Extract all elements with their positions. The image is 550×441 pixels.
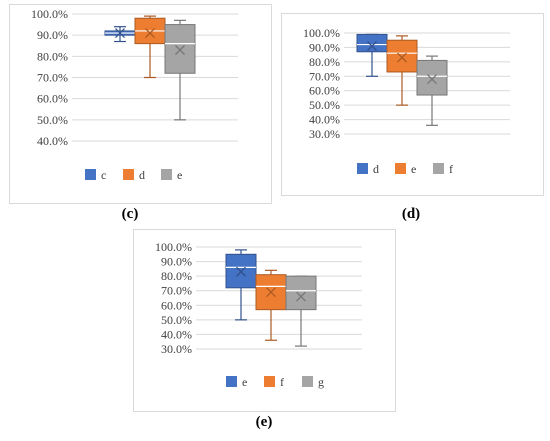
legend-swatch-e bbox=[226, 376, 237, 387]
y-tick-label: 30.0% bbox=[309, 127, 340, 141]
y-tick-label: 100.0% bbox=[155, 240, 192, 254]
legend-label-e: e bbox=[242, 375, 247, 389]
caption-e: (e) bbox=[255, 414, 273, 430]
chart-panel-d: 100.0% 90.0% 80.0% 70.0% 60.0% 50.0% 40.0% 30.0… bbox=[281, 13, 544, 196]
box-e-iqr bbox=[386, 39, 418, 73]
y-tick-label: 40.0% bbox=[161, 327, 192, 341]
chart-panel-e: 100.0% 90.0% 80.0% 70.0% 60.0% 50.0% 40.0% 30.0… bbox=[133, 229, 396, 412]
y-tick-label: 80.0% bbox=[161, 269, 192, 283]
legend-label-f: f bbox=[280, 375, 284, 389]
box-chart-c: 100.0% 90.0% 80.0% 70.0% 60.0% 50.0% 40.0% c d e bbox=[31, 7, 238, 182]
y-tick-label: 60.0% bbox=[37, 92, 68, 106]
box-chart-e: 100.0%90.0%80.0%70.0%60.0%50.0%40.0%30.0… bbox=[155, 240, 362, 389]
box-chart-d: 100.0%90.0%80.0%70.0%60.0%50.0%40.0%30.0… bbox=[303, 26, 510, 176]
y-tick-label: 60.0% bbox=[161, 298, 192, 312]
legend-swatch-f bbox=[433, 163, 444, 174]
box-f-mean-b bbox=[427, 74, 437, 85]
legend-swatch-f bbox=[264, 376, 275, 387]
legend-label-e: e bbox=[411, 162, 416, 176]
y-tick-label: 70.0% bbox=[161, 284, 192, 298]
y-tick-label: 50.0% bbox=[37, 113, 68, 127]
box-g-iqr bbox=[285, 275, 317, 311]
caption-c: (c) bbox=[121, 206, 139, 222]
box-d-mean-b bbox=[145, 28, 155, 39]
y-tick-label: 50.0% bbox=[309, 98, 340, 112]
legend-swatch-d bbox=[123, 169, 134, 180]
box-g-mean-b bbox=[296, 291, 306, 302]
legend-label-c: c bbox=[101, 168, 106, 182]
legend-swatch-d bbox=[357, 163, 368, 174]
legend-label-d: d bbox=[373, 162, 379, 176]
chart-panel-c: 100.0% 90.0% 80.0% 70.0% 60.0% 50.0% 40.0% c d e bbox=[9, 4, 272, 204]
box-e-mean-b bbox=[397, 52, 407, 63]
y-tick-label: 50.0% bbox=[161, 313, 192, 327]
y-tick-label: 90.0% bbox=[37, 28, 68, 42]
legend-label-g: g bbox=[318, 375, 324, 389]
y-tick-label: 80.0% bbox=[309, 55, 340, 69]
legend-label-f: f bbox=[449, 162, 453, 176]
y-tick-label: 40.0% bbox=[309, 113, 340, 127]
box-d-iqr bbox=[356, 33, 388, 53]
legend-label-e: e bbox=[177, 168, 182, 182]
legend-swatch-c bbox=[85, 169, 96, 180]
box-e-iqr bbox=[164, 24, 196, 74]
legend-swatch-e bbox=[395, 163, 406, 174]
box-d-mean-b bbox=[367, 41, 377, 51]
caption-d: (d) bbox=[401, 206, 421, 222]
legend-swatch-e bbox=[161, 169, 172, 180]
y-tick-label: 90.0% bbox=[309, 40, 340, 54]
box-e-mean-b bbox=[175, 45, 185, 55]
box-c-mean-b bbox=[115, 28, 125, 39]
y-tick-label: 80.0% bbox=[37, 49, 68, 63]
y-tick-label: 90.0% bbox=[161, 255, 192, 269]
box-f-mean-b bbox=[266, 287, 276, 298]
box-e-mean-b bbox=[236, 266, 246, 277]
y-tick-label: 70.0% bbox=[309, 69, 340, 83]
y-tick-label: 40.0% bbox=[37, 134, 68, 148]
y-tick-label: 60.0% bbox=[309, 84, 340, 98]
legend-swatch-g bbox=[302, 376, 313, 387]
y-tick-label: 30.0% bbox=[161, 342, 192, 356]
y-tick-label: 100.0% bbox=[303, 26, 340, 40]
legend-label-d: d bbox=[139, 168, 145, 182]
y-tick-label: 100.0% bbox=[31, 7, 68, 21]
box-f-iqr bbox=[416, 59, 448, 96]
y-tick-label: 70.0% bbox=[37, 71, 68, 85]
